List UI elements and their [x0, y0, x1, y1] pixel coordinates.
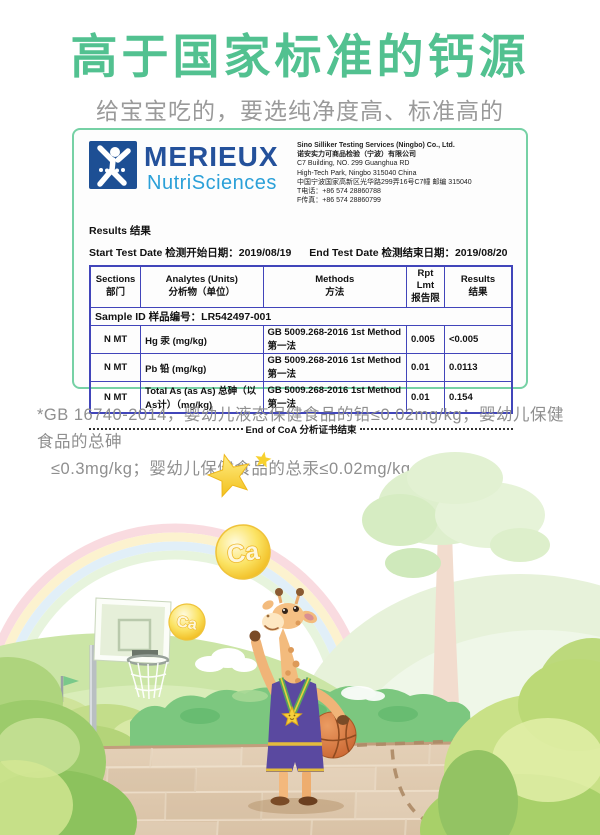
page-subtitle: 给宝宝吃的，要选纯净度高、标准高的	[96, 98, 504, 124]
merieux-logo: MERIEUX NutriSciences	[89, 141, 279, 193]
table-row: N MT Hg 汞 (mg/kg) GB 5009.268-2016 1st M…	[89, 325, 513, 355]
basketball-hoop-icon	[89, 597, 172, 742]
giraffe-illustration: Ca Ca	[0, 451, 600, 835]
results-table: Sections 部门 Analytes (Units) 分析物（单位） Metho…	[89, 264, 513, 415]
page-title: 高于国家标准的钙源	[70, 30, 530, 83]
star-icon-small	[255, 451, 272, 468]
end-of-coa: End of CoA 分析证书结束	[89, 422, 513, 436]
star-icon-large	[206, 453, 250, 498]
cloud-icon	[341, 686, 385, 701]
col-methods: Methods 方法	[262, 265, 407, 309]
bush-right	[420, 638, 600, 835]
company-name-zh: 诺安实力可商品检验（宁波）有限公司	[297, 151, 416, 159]
dotted-divider	[89, 428, 243, 431]
giraffe-mascot	[248, 588, 357, 814]
company-address-zh: 中国宁波国家高新区光华路299弄16号C7幢 邮编 315040	[297, 178, 472, 186]
calcium-coin-large: Ca	[215, 524, 271, 580]
bush-left	[0, 657, 137, 835]
footnote-line-1: *GB 16740-2014，婴幼儿液态保健食品的铅≤0.02mg/kg；婴幼儿…	[37, 406, 565, 452]
test-dates: Start Test Date 检测开始日期：2019/08/19 End Te…	[89, 245, 513, 260]
certificate-card: MERIEUX NutriSciences Sino Silliker Test…	[72, 128, 528, 436]
col-analytes: Analytes (Units) 分析物（单位）	[140, 265, 264, 309]
start-test-date: Start Test Date 检测开始日期：2019/08/19	[89, 246, 292, 259]
tree-icon	[362, 452, 550, 705]
company-address-2: High-Tech Park, Ningbo 315040 China	[297, 169, 417, 177]
brand-nutrisciences: NutriSciences	[147, 172, 277, 194]
calcium-coin-small: Ca	[168, 603, 206, 641]
company-name-en: Sino Silliker Testing Services (Ningbo) …	[297, 142, 455, 149]
sample-id-row: Sample ID 样品编号：LR542497-001	[89, 307, 513, 327]
merieux-figure-icon	[89, 141, 137, 189]
company-address-1: C7 Building, NO. 299 Guanghua RD	[297, 160, 410, 168]
company-info: Sino Silliker Testing Services (Ningbo) …	[297, 141, 513, 206]
col-sections: Sections 部门	[89, 265, 142, 309]
company-phone: T电话：+86 574 28860788	[297, 188, 381, 196]
medal-icon	[281, 705, 303, 727]
giraffe-head	[262, 588, 318, 631]
table-row: N MT Pb 铅 (mg/kg) GB 5009.268-2016 1st M…	[89, 353, 513, 383]
svg-text:Ca: Ca	[175, 613, 198, 633]
table-row: N MT Total As (as As) 总砷（以As计）（mg/kg) GB…	[89, 381, 513, 414]
brand-name: MERIEUX NutriSciences	[144, 141, 279, 194]
svg-text:Ca: Ca	[225, 537, 262, 569]
sample-id: Sample ID 样品编号：LR542497-001	[89, 307, 513, 327]
end-test-date: End Test Date 检测结束日期：2019/08/20	[309, 246, 508, 259]
cloud-icon	[195, 648, 257, 672]
certificate-header: MERIEUX NutriSciences Sino Silliker Test…	[89, 141, 513, 206]
dotted-divider	[359, 428, 513, 431]
col-results: Results 结果	[443, 265, 513, 309]
col-rpt-lmt: Rpt Lmt 报告限	[405, 265, 445, 309]
company-fax: F传真：+86 574 28860799	[297, 197, 381, 205]
table-header-row: Sections 部门 Analytes (Units) 分析物（单位） Metho…	[89, 265, 513, 309]
results-label: Results 结果	[89, 224, 151, 237]
brand-merieux: MERIEUX	[144, 141, 279, 172]
